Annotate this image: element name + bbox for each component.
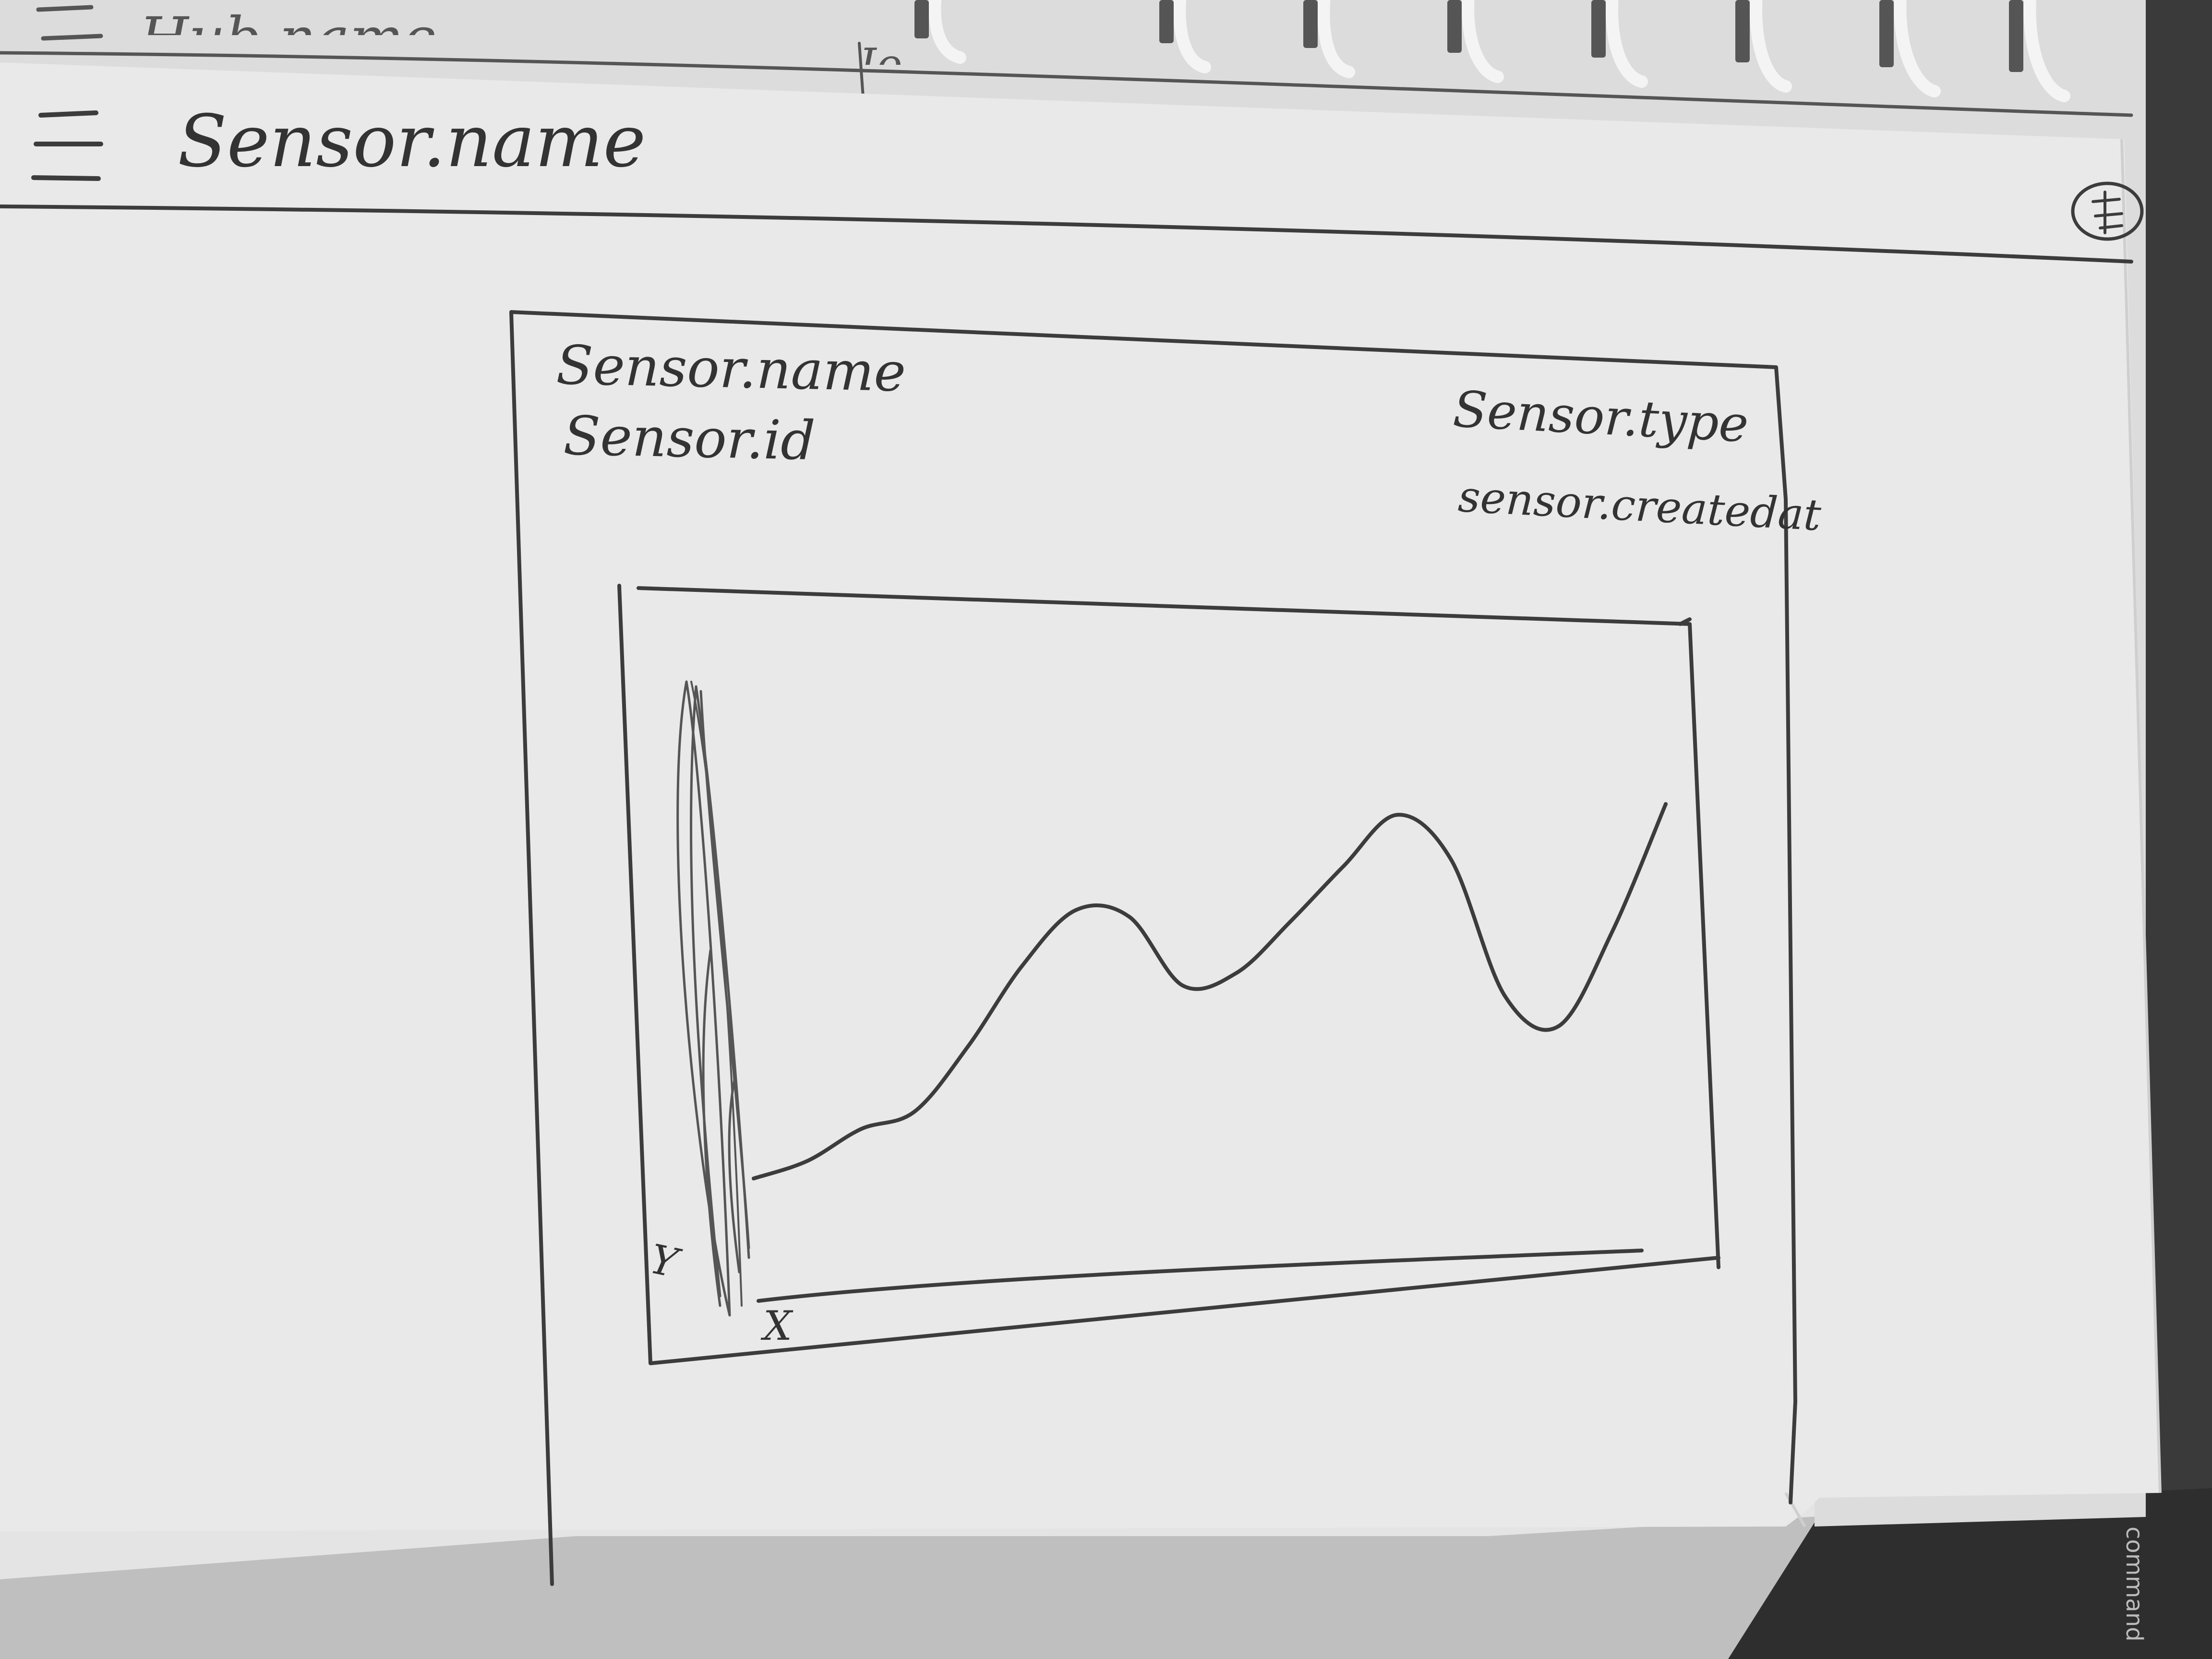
- data-point-5: [1020, 964, 1024, 968]
- data-point-4: [966, 1044, 971, 1048]
- data-point-6: [1073, 908, 1078, 913]
- y-axis-scribble: [676, 680, 750, 1317]
- data-point-16: [1610, 930, 1614, 934]
- data-point-8: [1181, 984, 1185, 988]
- sensor-id: Sensor.id: [563, 405, 816, 472]
- x-axis-line: [757, 1249, 1644, 1303]
- table-surface: [0, 1493, 2212, 1659]
- data-point-11: [1342, 864, 1346, 868]
- notebook-spiral: [928, 0, 2070, 102]
- front-page: [0, 62, 2160, 1531]
- device-bottom: [1728, 1488, 2212, 1659]
- data-point-17: [1664, 802, 1668, 806]
- device-brand-text: command: [2121, 1527, 2148, 1642]
- data-point-3: [913, 1109, 917, 1114]
- data-point-0: [752, 1177, 756, 1180]
- back-page-header-label: Hub.name: [139, 10, 437, 35]
- sensor-card: [509, 310, 1797, 1586]
- sensor-type: Sensor.type: [1452, 380, 1750, 454]
- data-point-1: [805, 1159, 809, 1163]
- data-point-9: [1234, 971, 1238, 975]
- data-point-7: [1127, 914, 1131, 919]
- data-point-15: [1556, 1024, 1561, 1028]
- hamburger-menu-icon[interactable]: [31, 110, 103, 181]
- profile-avatar-icon[interactable]: [2071, 181, 2144, 241]
- data-point-12: [1395, 813, 1400, 817]
- page-title: Sensor.name: [178, 100, 646, 183]
- data-point-2: [859, 1127, 863, 1131]
- data-point-10: [1288, 920, 1292, 924]
- back-page-header-value: Io: [859, 39, 902, 90]
- app-bar-divider: [0, 204, 2133, 264]
- sensor-name: Sensor.name: [555, 334, 907, 404]
- back-header-divider: [0, 51, 2133, 117]
- device-edge: [2146, 0, 2212, 1659]
- x-axis-label: X: [763, 1302, 792, 1349]
- data-points: [752, 802, 1668, 1180]
- data-point-14: [1503, 994, 1507, 998]
- chart-frame: [617, 584, 1720, 1365]
- data-point-13: [1449, 857, 1453, 862]
